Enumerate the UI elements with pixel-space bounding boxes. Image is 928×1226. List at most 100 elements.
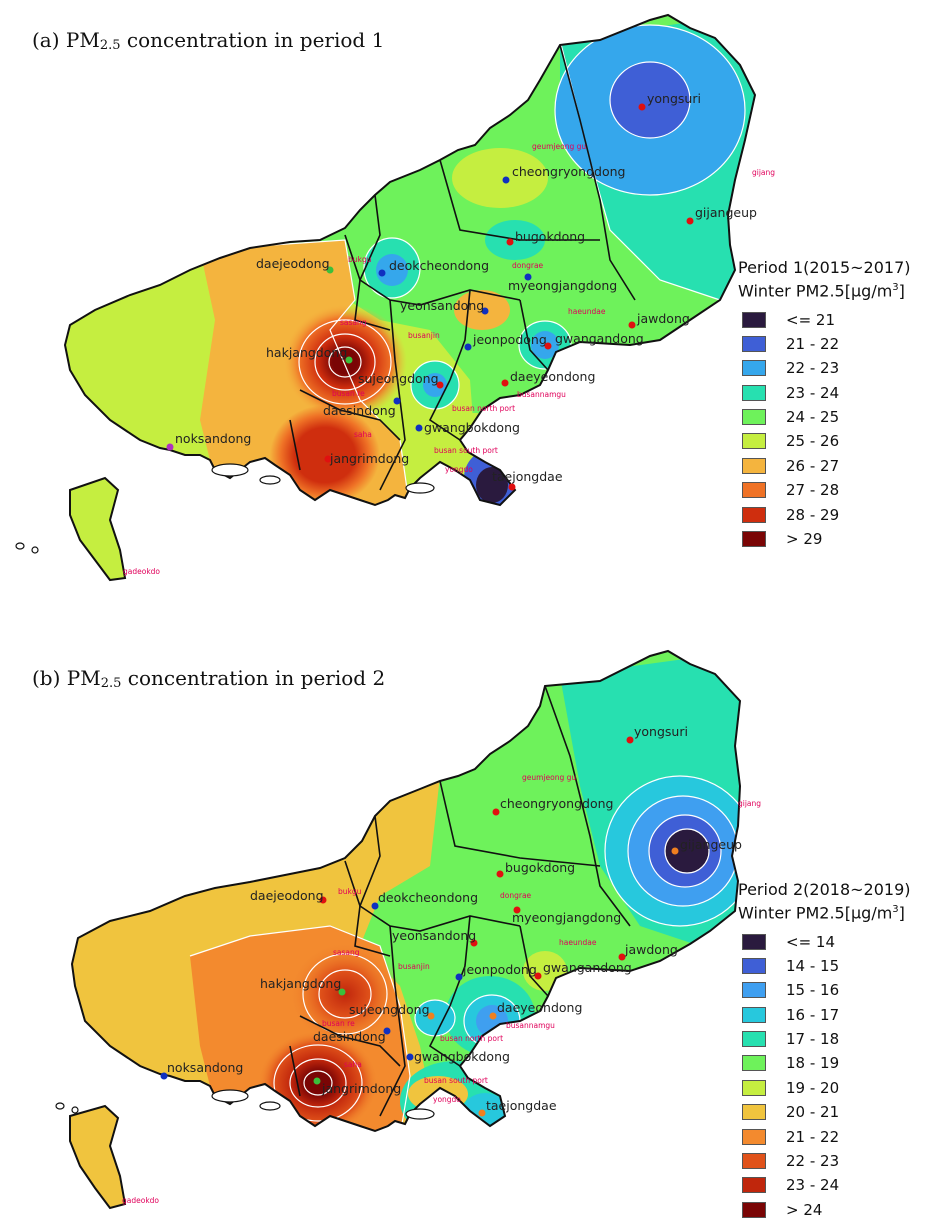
- station-dot-yeonsandong: [470, 939, 478, 947]
- legend-period-2: Period 2(2018~2019) Winter PM2.5[μg/m3] …: [738, 880, 910, 1222]
- legend-label: 23 - 24: [786, 1176, 840, 1195]
- site-busan-north-port: busan north port: [452, 404, 515, 413]
- site-gadeokdo: gadeokdo: [122, 1196, 159, 1205]
- station-label-gwangandong: gwangandong: [555, 331, 644, 346]
- coastline-period-1: [63, 13, 757, 507]
- legend-swatch: [742, 1079, 766, 1096]
- legend-title-line1: Period 1(2015~2017): [738, 258, 911, 277]
- station-dot-gwangandong: [534, 972, 542, 980]
- site-dongrae: dongrae: [500, 891, 532, 900]
- legend-items-period-2: <= 14 14 - 15 15 - 16 16 - 17 17 - 18 18 - 19…: [742, 929, 910, 1222]
- station-label-gwangbokdong: gwangbokdong: [414, 1049, 510, 1064]
- legend-label: 17 - 18: [786, 1030, 840, 1049]
- legend-swatch: [742, 1055, 766, 1072]
- station-label-cheongryongdong: cheongryongdong: [512, 164, 625, 179]
- gadeokdo-island-period-1: [69, 476, 127, 582]
- legend-item: 21 - 22: [742, 332, 910, 356]
- site-yongdo: yongdo: [433, 1095, 461, 1104]
- station-label-daesindong: daesindong: [323, 403, 396, 418]
- legend-label: 25 - 26: [786, 432, 840, 451]
- site-gadeokdo: gadeokdo: [123, 567, 160, 576]
- station-label-daesindong: daesindong: [313, 1029, 386, 1044]
- panel-period-1: yongsuri cheongryongdong gijangeup bugok…: [0, 0, 928, 600]
- legend-item: <= 21: [742, 307, 910, 331]
- legend-label: > 24: [786, 1200, 823, 1219]
- station-dot-myeongjangdong: [524, 273, 532, 281]
- legend-item: 14 - 15: [742, 954, 910, 978]
- station-dot-hakjangdong: [338, 988, 346, 996]
- site-gijang: gijang: [738, 799, 761, 808]
- legend-swatch: [742, 1104, 766, 1121]
- legend-label: 18 - 19: [786, 1054, 840, 1073]
- legend-label: > 29: [786, 530, 823, 549]
- legend-label: 15 - 16: [786, 981, 840, 1000]
- legend-item: 23 - 24: [742, 381, 910, 405]
- legend-label: 14 - 15: [786, 956, 840, 975]
- legend-period-1: Period 1(2015~2017) Winter PM2.5[μg/m3] …: [738, 258, 910, 551]
- legend-label: 23 - 24: [786, 383, 840, 402]
- legend-swatch: [742, 311, 766, 328]
- legend-item: 21 - 22: [742, 1124, 910, 1148]
- site-saha: saha: [344, 1060, 362, 1069]
- station-markers-period-1: yongsuri cheongryongdong gijangeup bugok…: [166, 91, 757, 491]
- legend-swatch: [742, 457, 766, 474]
- panel-title-period-2: (b) PM2.5 concentration in period 2: [32, 666, 386, 691]
- station-dot-jawdong: [628, 321, 636, 329]
- station-label-gijangeup: gijangeup: [680, 837, 742, 852]
- station-label-jangrimdong: jangrimdong: [321, 1081, 401, 1096]
- legend-swatch: [742, 982, 766, 999]
- station-dot-hakjangdong: [345, 356, 353, 364]
- site-bukgu: bukgu: [348, 255, 372, 264]
- site-bukgu: bukgu: [338, 887, 362, 896]
- site-yongdo: yongdo: [445, 465, 473, 474]
- map-period-1: yongsuri cheongryongdong gijangeup bugok…: [15, 13, 775, 582]
- station-dot-daeyeondong: [489, 1012, 497, 1020]
- station-dot-yeonsandong: [481, 307, 489, 315]
- legend-label: 19 - 20: [786, 1078, 840, 1097]
- legend-swatch: [742, 1128, 766, 1145]
- site-dongrae: dongrae: [512, 261, 544, 270]
- legend-swatch: [742, 433, 766, 450]
- station-label-hakjangdong: hakjangdong: [260, 976, 341, 991]
- legend-items-period-1: <= 21 21 - 22 22 - 23 23 - 24 24 - 25 25 - 26…: [742, 307, 910, 551]
- station-dot-yongsuri: [638, 103, 646, 111]
- station-label-yongsuri: yongsuri: [647, 91, 701, 106]
- legend-item: 15 - 16: [742, 978, 910, 1002]
- site-haeundae: haeundae: [568, 307, 606, 316]
- station-label-cheongryongdong: cheongryongdong: [500, 796, 613, 811]
- site-busan-south-port: busan south port: [424, 1076, 488, 1085]
- legend-label: 26 - 27: [786, 456, 840, 475]
- legend-swatch: [742, 1201, 766, 1218]
- site-busannamgu: busannamgu: [506, 1021, 555, 1030]
- legend-swatch: [742, 1177, 766, 1194]
- legend-swatch: [742, 957, 766, 974]
- station-label-bugokdong: bugokdong: [505, 860, 575, 875]
- map-period-2: yongsuri cheongryongdong gijangeup bugok…: [55, 649, 761, 1210]
- station-label-gijangeup: gijangeup: [695, 205, 757, 220]
- legend-item: 26 - 27: [742, 454, 910, 478]
- legend-swatch: [742, 506, 766, 523]
- station-dot-jeonpodong: [455, 973, 463, 981]
- legend-label: 28 - 29: [786, 505, 840, 524]
- station-dot-yongsuri: [626, 736, 634, 744]
- station-label-jeonpodong: jeonpodong: [472, 332, 547, 347]
- site-busanjin: busanjin: [398, 962, 430, 971]
- coastal-islands-period-1: [15, 463, 435, 554]
- legend-item: 27 - 28: [742, 478, 910, 502]
- station-dot-daesindong: [393, 397, 401, 405]
- station-dot-deokcheondong: [371, 902, 379, 910]
- station-label-myeongjangdong: myeongjangdong: [512, 910, 621, 925]
- site-labels-period-1: geumjeong gu gijang bukgu dongrae sasang…: [123, 142, 775, 576]
- station-label-taejongdae: taejongdae: [486, 1098, 557, 1113]
- station-label-gwangbokdong: gwangbokdong: [424, 420, 520, 435]
- station-label-taejongdae: taejongdae: [492, 469, 563, 484]
- legend-item: 23 - 24: [742, 1173, 910, 1197]
- station-markers-period-2: yongsuri cheongryongdong gijangeup bugok…: [160, 724, 742, 1117]
- station-label-gwangandong: gwangandong: [543, 960, 632, 975]
- legend-swatch: [742, 531, 766, 548]
- legend-label: 27 - 28: [786, 481, 840, 500]
- legend-swatch: [742, 1153, 766, 1170]
- station-dot-taejongdae: [508, 483, 516, 491]
- legend-label: 21 - 22: [786, 1127, 840, 1146]
- station-dot-myeongjangdong: [513, 906, 521, 914]
